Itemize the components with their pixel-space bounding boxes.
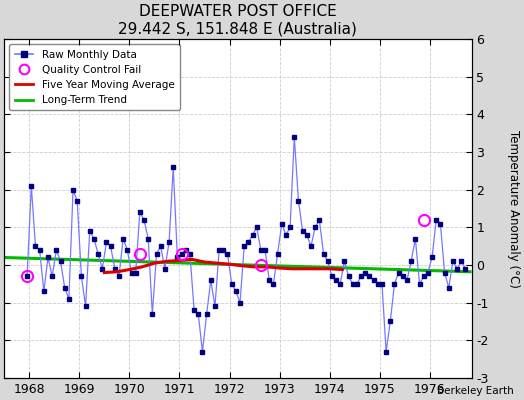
Title: DEEPWATER POST OFFICE
29.442 S, 151.848 E (Australia): DEEPWATER POST OFFICE 29.442 S, 151.848 … (118, 4, 357, 36)
Y-axis label: Temperature Anomaly (°C): Temperature Anomaly (°C) (507, 130, 520, 288)
Text: Berkeley Earth: Berkeley Earth (437, 386, 514, 396)
Legend: Raw Monthly Data, Quality Control Fail, Five Year Moving Average, Long-Term Tren: Raw Monthly Data, Quality Control Fail, … (9, 44, 180, 110)
